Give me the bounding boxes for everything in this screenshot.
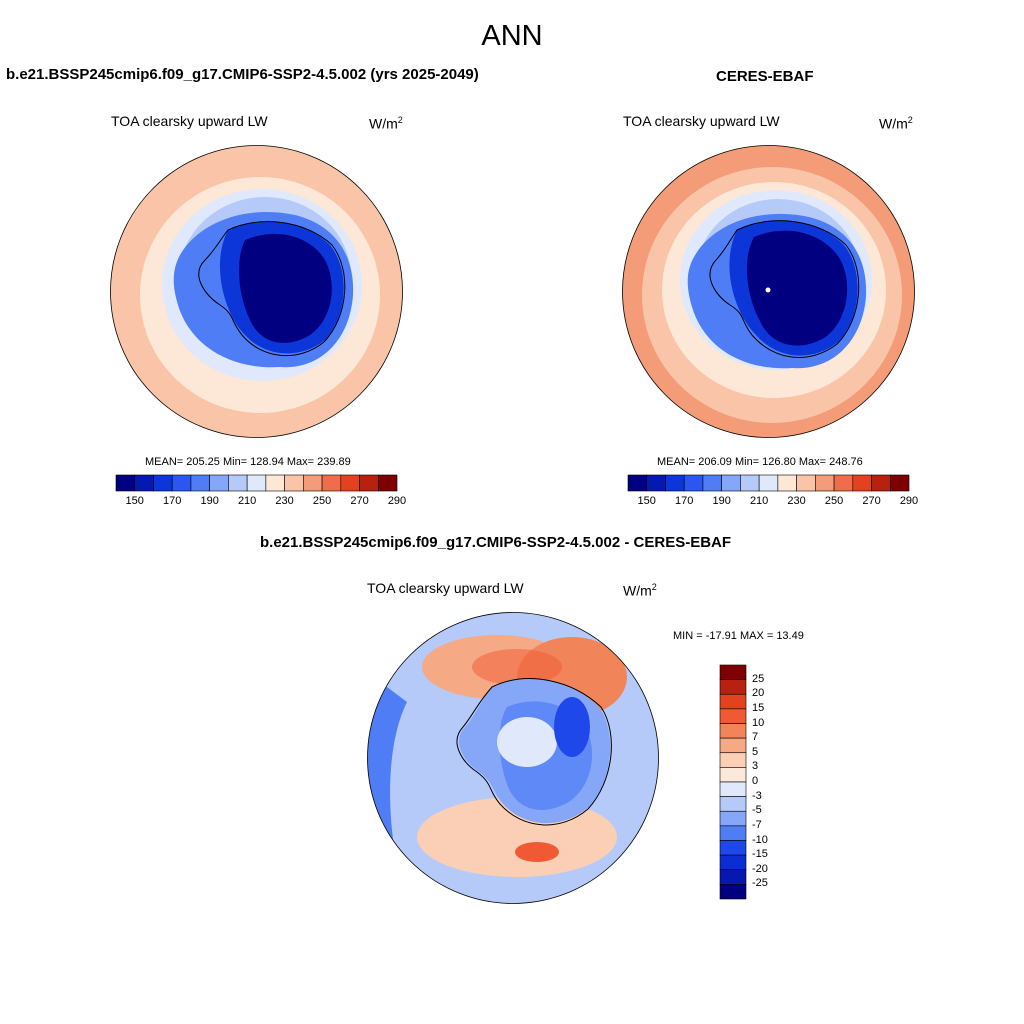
panel1-colorbar [115,474,398,492]
panel2-colorbar-swatch [889,474,910,492]
panel1-colorbar-swatch [359,474,379,492]
panel2-colorbar-swatch [833,474,854,492]
panel1-colorbar-tick-label: 270 [350,495,369,507]
panel3-colorbar-swatch [719,854,747,871]
panel2-colorbar-swatch [740,474,760,492]
panel1-colorbar-swatch [209,474,229,492]
panel2-colorbar-tick-label: 150 [637,495,656,507]
panel1-units: W/m2 [369,115,403,132]
panel3-polar-map [367,612,659,904]
panel1-colorbar-tick-label: 210 [237,495,257,507]
panel2-colorbar-tick-label: 170 [675,495,694,507]
panel1-colorbar-swatch [190,474,210,492]
panel2-colorbar-swatch [777,474,797,492]
panel2-colorbar-tick-label: 230 [787,495,806,507]
panel2-title: CERES-EBAF [716,68,814,85]
panel3-colorbar-swatch [719,796,747,812]
panel3-colorbar-tick-label: 25 [752,672,765,685]
panel3-colorbar-tick-label: -5 [752,804,762,817]
panel3-colorbar-swatch [719,664,747,680]
panel3-colorbar-tick-label: -25 [752,877,768,890]
panel1-colorbar-tick-label: 290 [387,495,407,507]
panel3-colorbar-ticks: 25 20 15 10 7 5 3 0 -3 -5 -7 -10 -15 -20 -25 [752,665,792,899]
panel3-units: W/m2 [623,582,657,599]
panel1-colorbar-swatch [265,474,285,492]
panel1-polar-map [110,145,403,438]
panel3-colorbar-tick-label: 0 [752,775,759,787]
page-title: ANN [481,20,543,52]
panel2-colorbar-tick-label: 250 [824,495,844,507]
panel2-stats: MEAN= 206.09 Min= 126.80 Max= 248.76 [657,456,863,468]
panel3-colorbar-swatch [719,679,747,695]
panel3-colorbar-swatch [719,840,747,856]
panel1-colorbar-swatch [284,474,304,492]
panel1-colorbar-swatch [134,474,154,492]
panel1-title: b.e21.BSSP245cmip6.f09_g17.CMIP6-SSP2-4.… [6,66,479,83]
panel2-colorbar-swatch [852,474,872,492]
panel2-colorbar-swatch [683,474,704,492]
panel2-colorbar-swatch [796,474,816,492]
panel3-colorbar-tick-label: -15 [752,848,768,861]
panel2-colorbar-swatch [758,474,779,492]
panel2-colorbar-tick-label: 290 [899,495,919,507]
panel2-colorbar-swatch [721,474,741,492]
panel3-colorbar-tick-label: -20 [752,862,768,875]
panel1-colorbar-swatch [115,474,136,492]
panel2-units: W/m2 [879,115,913,132]
panel2-colorbar-swatch [646,474,666,492]
panel3-colorbar-tick-label: 20 [752,687,765,700]
panel1-colorbar-swatch [153,474,173,492]
panel3-minmax: MIN = -17.91 MAX = 13.49 [673,630,804,642]
panel3-colorbar-swatch [719,708,747,724]
panel3-colorbar-tick-label: 3 [752,760,759,773]
panel3-title: b.e21.BSSP245cmip6.f09_g17.CMIP6-SSP2-4.… [260,534,732,551]
panel2-colorbar-swatch [702,474,722,492]
panel1-colorbar-swatch [228,474,248,492]
panel3-colorbar-swatch [719,737,747,754]
panel3-colorbar-swatch [719,693,747,710]
panel1-colorbar-swatch [321,474,342,492]
panel2-colorbar-tick-label: 270 [862,495,881,507]
panel1-variable-label: TOA clearsky upward LW [111,113,268,129]
panel3-colorbar-swatch [719,884,747,900]
panel1-colorbar-swatch [340,474,360,492]
panel2-polar-map [622,145,915,438]
panel2-colorbar-tick-label: 190 [712,495,731,507]
panel1-colorbar-tick-label: 230 [275,495,294,507]
panel3-colorbar-swatch [719,825,747,841]
panel3-colorbar-swatch [719,810,747,827]
panel1-colorbar-tick-label: 150 [125,495,144,507]
panel1-colorbar-swatch [377,474,398,492]
panel3-colorbar-swatch [719,781,747,797]
panel3-colorbar-tick-label: 10 [752,716,765,729]
panel1-stats: MEAN= 205.25 Min= 128.94 Max= 239.89 [145,456,351,468]
panel3-colorbar-tick-label: 15 [752,701,765,714]
panel1-colorbar-swatch [303,474,323,492]
panel3-colorbar-tick-label: 5 [752,745,759,758]
panel1-colorbar-ticks: 150 170 190 210 230 250 270 290 [116,495,407,511]
panel2-colorbar [627,474,910,492]
panel2-colorbar-ticks: 150 170 190 210 230 250 270 290 [628,495,919,511]
panel2-colorbar-tick-label: 210 [749,495,769,507]
panel3-colorbar-swatch [719,752,747,768]
panel3-colorbar [719,664,747,900]
panel2-colorbar-swatch [627,474,648,492]
panel3-colorbar-swatch [719,869,747,885]
panel3-colorbar-swatch [719,723,747,739]
panel1-colorbar-swatch [246,474,267,492]
panel3-colorbar-tick-label: -3 [752,789,762,802]
panel2-colorbar-swatch [871,474,891,492]
panel1-colorbar-tick-label: 170 [163,495,182,507]
panel1-colorbar-tick-label: 190 [200,495,219,507]
panel1-colorbar-tick-label: 250 [312,495,332,507]
panel2-colorbar-swatch [815,474,835,492]
panel2-colorbar-swatch [665,474,685,492]
panel2-variable-label: TOA clearsky upward LW [623,113,780,129]
panel3-colorbar-tick-label: 7 [752,731,759,744]
panel3-colorbar-swatch [719,767,747,783]
panel1-colorbar-swatch [171,474,192,492]
panel3-variable-label: TOA clearsky upward LW [367,580,524,596]
panel3-colorbar-tick-label: -7 [752,818,762,831]
panel3-colorbar-tick-label: -10 [752,833,768,846]
